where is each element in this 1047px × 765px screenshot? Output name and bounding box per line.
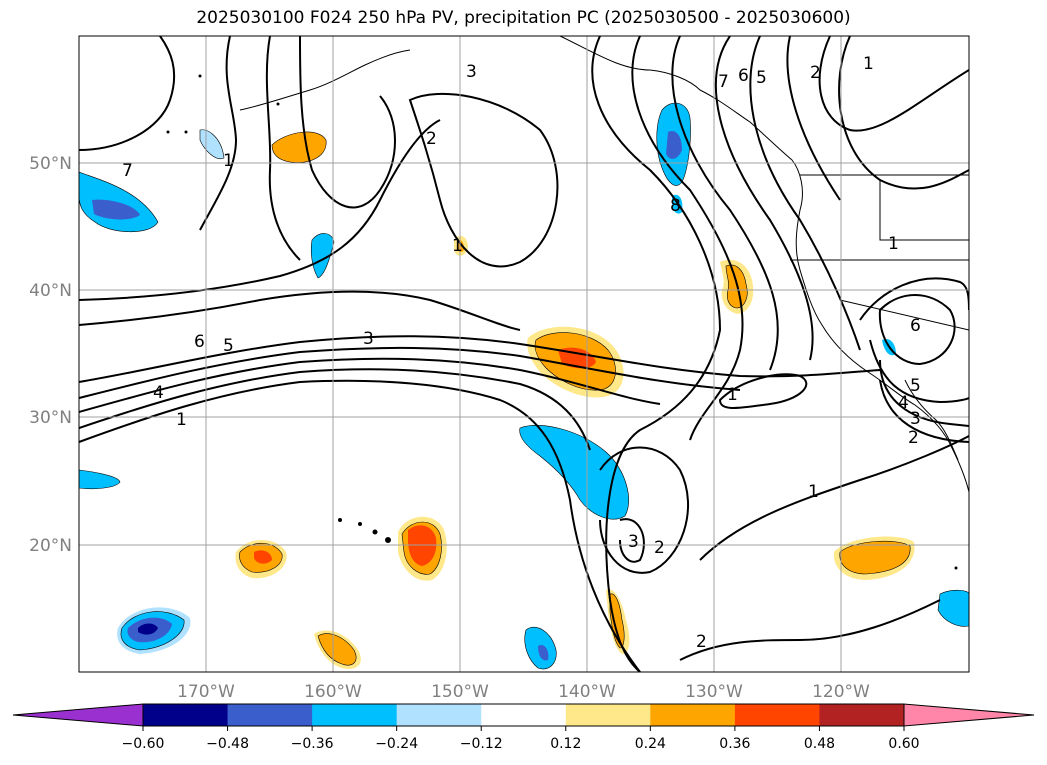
latitude-labels: 50°N 40°N 30°N 20°N [29, 154, 72, 556]
colorbar-outline [142, 703, 905, 727]
colorbar-segment [650, 704, 736, 726]
contour-label: 2 [908, 428, 919, 448]
colorbar-segment [227, 704, 313, 726]
colorbar-segment [312, 704, 398, 726]
contour-label: 3 [363, 329, 374, 349]
contour-label: 3 [910, 409, 921, 429]
lon-tick-label: 170°W [177, 682, 235, 702]
positive-precip-area [317, 633, 357, 666]
contour-label: 5 [910, 376, 921, 396]
positive-precip-core [254, 550, 272, 564]
contour-label: 6 [738, 66, 749, 86]
colorbar-segment [396, 704, 482, 726]
contour-label: 5 [223, 336, 234, 356]
pv-contours [79, 36, 969, 672]
colorbar-tick-label: 0.12 [550, 736, 581, 752]
colorbar: −0.60 −0.48 −0.36 −0.24 −0.12 0.12 0.24 0.36 0.4… [12, 703, 1035, 752]
colorbar-tick-label: 0.60 [888, 736, 919, 752]
colorbar-tick-label: 0.24 [635, 736, 666, 752]
contour-label: 8 [670, 196, 681, 216]
colorbar-tick-label: −0.24 [375, 736, 418, 752]
contour-label: 2 [426, 129, 437, 149]
colorbar-tick-label: 0.48 [804, 736, 835, 752]
contour-label: 1 [452, 236, 463, 256]
contour-label: 5 [756, 68, 767, 88]
colorbar-tick-label: −0.60 [122, 736, 165, 752]
contour-label: 6 [194, 332, 205, 352]
negative-precip-area [79, 171, 159, 233]
colorbar-segment [143, 704, 229, 726]
contour-label: 1 [176, 410, 187, 430]
negative-precip-core [538, 644, 549, 661]
contour-label: 7 [718, 72, 729, 92]
colorbar-segment [481, 704, 567, 726]
contour-label: 2 [654, 538, 665, 558]
contour-label: 1 [223, 151, 234, 171]
contour-label: 4 [153, 383, 164, 403]
contour-label: 3 [466, 62, 477, 82]
lat-tick-label: 20°N [29, 536, 72, 556]
colorbar-tick-label: −0.48 [206, 736, 249, 752]
lat-tick-label: 50°N [29, 154, 72, 174]
figure-title: 2025030100 F024 250 hPa PV, precipitatio… [196, 8, 851, 28]
contour-label: 4 [898, 393, 909, 413]
colorbar-segment [819, 704, 905, 726]
lat-tick-label: 30°N [29, 408, 72, 428]
positive-precip-area [271, 131, 327, 163]
coastlines [239, 36, 969, 493]
positive-precip-area [839, 540, 911, 575]
colorbar-tick-label: −0.36 [291, 736, 334, 752]
colorbar-segment [565, 704, 651, 726]
lon-tick-label: 130°W [685, 682, 743, 702]
negative-precip-area [937, 589, 969, 627]
colorbar-tick-label: −0.12 [460, 736, 503, 752]
negative-precip-core [92, 199, 140, 220]
colorbar-segment [734, 704, 820, 726]
negative-precip-core [138, 623, 158, 635]
islands [166, 74, 958, 570]
contour-label: 7 [122, 161, 133, 181]
plot-frame [78, 35, 970, 673]
colorbar-extend-high [903, 703, 1035, 727]
contour-label: 1 [808, 482, 819, 502]
lon-tick-label: 120°W [812, 682, 870, 702]
contour-label: 2 [810, 63, 821, 83]
lat-tick-label: 40°N [29, 281, 72, 301]
plot-area [79, 36, 969, 672]
contour-label: 1 [727, 385, 738, 405]
contour-label: 2 [696, 632, 707, 652]
negative-precip-core [666, 130, 682, 159]
contour-label: 6 [910, 316, 921, 336]
lon-tick-label: 140°W [558, 682, 616, 702]
contour-label: 1 [863, 54, 874, 74]
colorbar-tick-label: 0.36 [719, 736, 750, 752]
positive-precip-core [408, 525, 437, 566]
gridlines [79, 36, 969, 672]
contour-label: 1 [888, 234, 899, 254]
contour-labels: 7 3 2 1 6 5 4 3 1 7 6 5 2 1 8 1 6 5 4 3 … [122, 54, 921, 652]
contour-label: 3 [628, 532, 639, 552]
negative-precip-area [79, 469, 121, 490]
negative-precip-area [310, 233, 335, 279]
lon-tick-label: 150°W [431, 682, 489, 702]
colorbar-extend-low [12, 703, 144, 727]
longitude-labels: 170°W 160°W 150°W 140°W 130°W 120°W [177, 682, 870, 702]
lon-tick-label: 160°W [304, 682, 362, 702]
